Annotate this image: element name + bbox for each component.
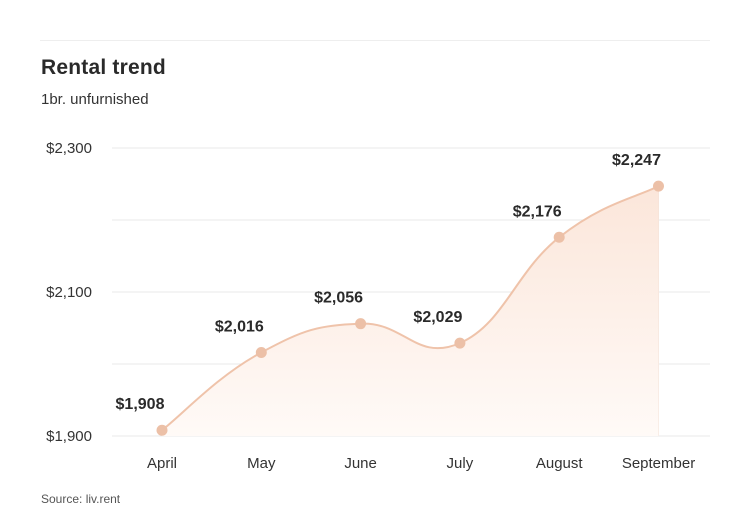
y-tick-label: $2,300 bbox=[46, 140, 92, 157]
data-point[interactable] bbox=[553, 231, 565, 243]
data-label: $2,016 bbox=[215, 318, 264, 335]
data-point[interactable] bbox=[156, 424, 168, 436]
data-label: $1,908 bbox=[116, 396, 165, 413]
data-label: $2,029 bbox=[413, 309, 462, 326]
data-point[interactable] bbox=[355, 318, 367, 330]
data-point[interactable] bbox=[454, 337, 466, 349]
data-point[interactable] bbox=[255, 346, 267, 358]
trend-line bbox=[161, 185, 659, 432]
data-label: $2,247 bbox=[612, 152, 661, 169]
y-axis-ticks: $1,900 $2,100 $2,300 bbox=[46, 140, 92, 445]
data-point[interactable] bbox=[653, 180, 664, 192]
x-tick-label: April bbox=[147, 455, 177, 472]
source-note: Source: liv.rent bbox=[41, 492, 121, 506]
x-tick-label: July bbox=[447, 455, 474, 472]
top-divider bbox=[40, 40, 710, 41]
x-tick-label: August bbox=[536, 455, 584, 472]
data-labels: $1,908 $2,016 $2,056 $2,029 $2,176 $2,247 bbox=[116, 152, 662, 413]
chart-subtitle: 1br. unfurnished bbox=[41, 91, 149, 108]
chart-title: Rental trend bbox=[41, 56, 166, 79]
y-tick-label: $2,100 bbox=[46, 284, 92, 301]
x-tick-label: June bbox=[344, 455, 377, 472]
area-fill bbox=[162, 186, 659, 436]
y-tick-label: $1,900 bbox=[46, 428, 92, 445]
area-shape bbox=[162, 186, 659, 436]
data-label: $2,176 bbox=[513, 203, 562, 220]
x-tick-label: May bbox=[247, 455, 276, 472]
x-tick-label: September bbox=[622, 455, 695, 472]
data-points bbox=[156, 180, 664, 436]
data-label: $2,056 bbox=[314, 290, 363, 307]
series-line bbox=[161, 185, 659, 432]
x-axis-ticks: April May June July August September bbox=[147, 455, 695, 472]
